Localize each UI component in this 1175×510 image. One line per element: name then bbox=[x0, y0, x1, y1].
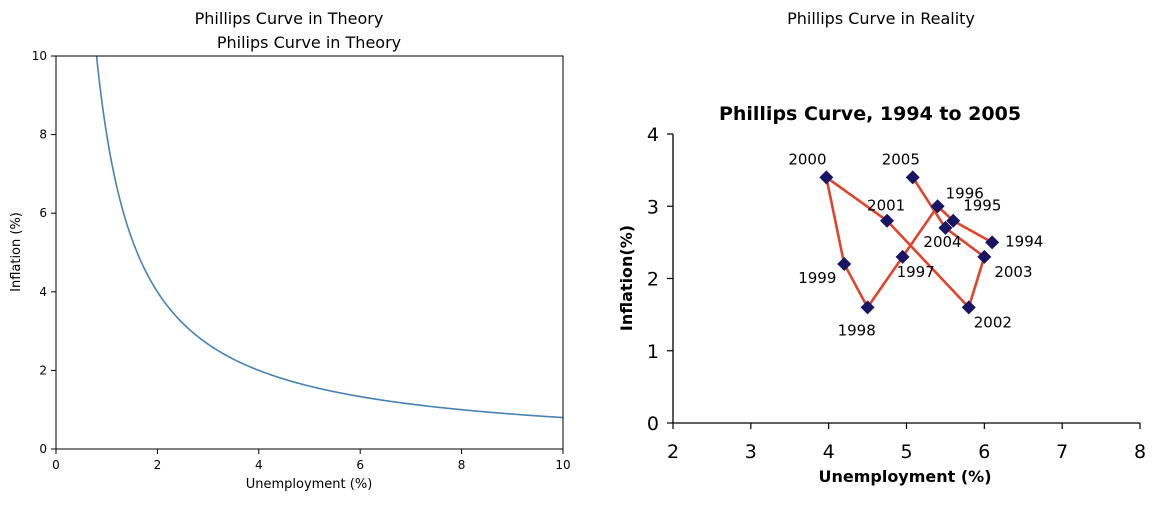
reality-point-marker bbox=[819, 170, 834, 185]
reality-x-tick-label: 5 bbox=[900, 441, 912, 463]
theory-chart: Philips Curve in Theory 0 2 4 6 8 10 0 2 4 6 8 10 U… bbox=[9, 33, 571, 492]
reality-point-label: 2004 bbox=[923, 233, 961, 251]
reality-x-tick-label: 4 bbox=[823, 441, 835, 463]
reality-point-marker bbox=[946, 213, 961, 228]
reality-chart: Phillips Curve, 1994 to 2005 2 3 4 5 6 7 8 0 1 2 3… bbox=[617, 103, 1146, 486]
reality-y-axis-label: Inflation(%) bbox=[617, 225, 636, 331]
reality-point-marker bbox=[905, 170, 920, 185]
reality-point-label: 2003 bbox=[994, 263, 1032, 281]
reality-point-label: 1995 bbox=[963, 197, 1001, 215]
reality-y-tick-label: 0 bbox=[647, 413, 659, 435]
reality-y-tick-label: 1 bbox=[647, 341, 659, 363]
reality-point-marker bbox=[837, 257, 852, 272]
reality-y-tick-label: 4 bbox=[647, 124, 659, 146]
theory-x-axis-label: Unemployment (%) bbox=[246, 477, 373, 492]
right-panel-title: Phillips Curve in Reality bbox=[787, 9, 975, 28]
reality-point-marker bbox=[895, 249, 910, 264]
theory-y-tick-label: 10 bbox=[32, 49, 47, 63]
reality-point-label: 1998 bbox=[838, 321, 876, 339]
reality-point-marker bbox=[961, 300, 976, 315]
reality-point-marker bbox=[985, 235, 1000, 250]
reality-point-label: 2005 bbox=[882, 150, 920, 168]
theory-plot-frame bbox=[55, 55, 564, 450]
theory-x-tick-label: 4 bbox=[255, 458, 263, 472]
reality-point-label: 1997 bbox=[897, 263, 935, 281]
reality-x-tick-label: 7 bbox=[1056, 441, 1068, 463]
theory-y-tick-label: 8 bbox=[39, 128, 47, 142]
theory-y-tick-label: 4 bbox=[39, 285, 47, 299]
theory-y-axis-label: Inflation (%) bbox=[9, 212, 24, 292]
reality-point-marker bbox=[860, 300, 875, 315]
theory-y-tick-label: 6 bbox=[39, 206, 47, 220]
theory-y-tick-label: 2 bbox=[39, 363, 47, 377]
theory-x-tick-label: 10 bbox=[555, 458, 570, 472]
reality-point-marker bbox=[938, 220, 953, 235]
left-panel-title: Phillips Curve in Theory bbox=[195, 9, 384, 28]
reality-x-axis-label: Unemployment (%) bbox=[818, 467, 991, 486]
reality-point-marker bbox=[977, 249, 992, 264]
reality-x-tick-label: 3 bbox=[745, 441, 757, 463]
theory-y-tick-label: 0 bbox=[39, 442, 47, 456]
theory-curve-line bbox=[95, 55, 564, 419]
reality-point-label: 1996 bbox=[946, 184, 984, 202]
theory-x-tick-label: 0 bbox=[52, 458, 60, 472]
reality-point-marker bbox=[930, 199, 945, 214]
theory-ticks: 0 2 4 6 8 10 0 2 4 6 8 10 bbox=[32, 49, 571, 472]
reality-point-label: 2002 bbox=[974, 313, 1012, 331]
reality-point-label: 1999 bbox=[798, 269, 836, 287]
theory-x-tick-label: 8 bbox=[458, 458, 466, 472]
theory-x-tick-label: 2 bbox=[154, 458, 162, 472]
reality-ticks: 2 3 4 5 6 7 8 0 1 2 3 4 bbox=[647, 124, 1146, 463]
reality-x-tick-label: 6 bbox=[978, 441, 990, 463]
reality-point-marker bbox=[880, 213, 895, 228]
reality-point-label: 2001 bbox=[867, 197, 905, 215]
reality-point-label: 2000 bbox=[788, 150, 826, 168]
reality-y-tick-label: 2 bbox=[647, 269, 659, 291]
theory-x-tick-label: 6 bbox=[356, 458, 364, 472]
theory-chart-title: Philips Curve in Theory bbox=[217, 33, 401, 52]
reality-point-label: 1994 bbox=[1005, 232, 1043, 250]
reality-chart-title: Phillips Curve, 1994 to 2005 bbox=[719, 103, 1021, 125]
reality-y-tick-label: 3 bbox=[647, 196, 659, 218]
reality-x-tick-label: 8 bbox=[1134, 441, 1146, 463]
reality-x-tick-label: 2 bbox=[667, 441, 679, 463]
